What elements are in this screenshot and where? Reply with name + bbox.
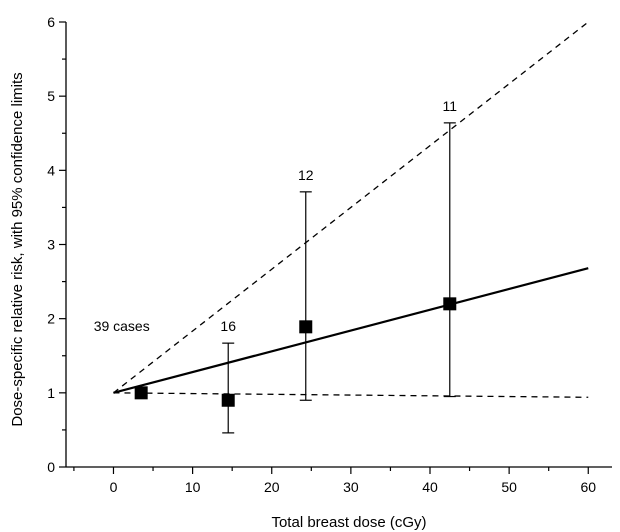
- axes: [65, 22, 612, 468]
- marker-layer: [134, 297, 457, 407]
- y-tick-label: 2: [47, 311, 55, 327]
- confidence-line-dashed: [113, 392, 589, 398]
- x-tick-label: 40: [422, 479, 438, 495]
- case-count-label: 11: [443, 98, 458, 114]
- data-point-marker: [299, 320, 313, 334]
- y-ticks: 0 1 2 3 4 5 6: [47, 14, 66, 475]
- case-count-label: 12: [298, 167, 314, 183]
- x-axis-label: Total breast dose (cGy): [271, 514, 426, 531]
- annotation-layer: 39 cases 16 12 11: [94, 98, 458, 334]
- case-count-label: 16: [220, 318, 236, 334]
- errorbar-layer: [222, 122, 456, 434]
- fit-line-solid: [113, 267, 589, 394]
- x-tick-label: 30: [343, 479, 359, 495]
- x-ticks: 0 10 20 30 40 50 60: [73, 467, 596, 495]
- x-tick-label: 60: [580, 479, 596, 495]
- y-tick-label: 5: [47, 88, 55, 104]
- y-axis-label: Dose-specific relative risk, with 95% co…: [9, 72, 26, 426]
- y-tick-label: 6: [47, 14, 55, 30]
- x-tick-label: 0: [110, 479, 118, 495]
- y-tick-label: 0: [47, 459, 55, 475]
- data-point-marker: [134, 386, 148, 400]
- x-tick-label: 20: [264, 479, 280, 495]
- data-point-marker: [443, 297, 457, 311]
- lines-layer: [113, 21, 589, 398]
- y-tick-label: 4: [47, 162, 55, 178]
- case-count-label: 39 cases: [94, 318, 150, 334]
- x-tick-label: 10: [185, 479, 201, 495]
- x-tick-label: 50: [501, 479, 517, 495]
- y-tick-label: 3: [47, 237, 55, 253]
- data-point-marker: [221, 393, 235, 407]
- confidence-line-dashed: [113, 21, 589, 394]
- y-tick-label: 1: [47, 385, 55, 401]
